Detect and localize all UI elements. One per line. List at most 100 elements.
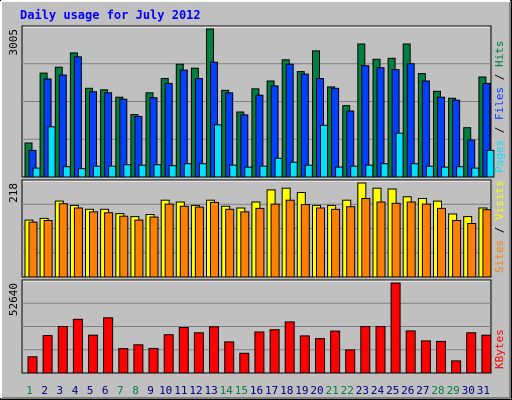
bar-kbytes-day-22 — [345, 349, 356, 374]
day-label: 5 — [87, 384, 94, 397]
bar-files-day-18 — [285, 63, 294, 178]
bar-pages-day-11 — [183, 163, 192, 178]
bar-pages-day-29 — [456, 166, 465, 178]
bar-pages-day-9 — [153, 164, 162, 178]
bar-kbytes-day-11 — [178, 327, 189, 374]
y-max-label: 3005 — [7, 29, 20, 56]
day-label: 2 — [41, 384, 48, 397]
day-label: 31 — [477, 384, 490, 397]
day-label: 23 — [356, 384, 369, 397]
bar-files-day-26 — [406, 63, 415, 178]
day-label: 29 — [447, 384, 460, 397]
bar-pages-day-12 — [198, 163, 207, 178]
day-label: 25 — [386, 384, 399, 397]
legend-separator: / — [493, 67, 506, 87]
bar-kbytes-day-27 — [420, 340, 431, 374]
bar-pages-day-27 — [425, 165, 434, 178]
bar-pages-day-20 — [320, 124, 328, 178]
day-label: 26 — [401, 384, 414, 397]
bar-sites-day-2 — [43, 220, 53, 278]
bar-kbytes-day-19 — [299, 335, 310, 374]
day-label: 1 — [26, 384, 33, 397]
bar-pages-day-19 — [304, 164, 313, 178]
bar-sites-day-21 — [331, 208, 341, 278]
bar-sites-day-23 — [361, 198, 371, 278]
bar-kbytes-day-14 — [224, 341, 235, 374]
bar-pages-day-16 — [259, 165, 268, 178]
bar-sites-day-3 — [58, 203, 68, 278]
day-label: 15 — [235, 384, 248, 397]
bar-pages-day-4 — [77, 168, 86, 178]
chart-panels: 3005 Pages / Files / Hits 218 Sites / Visit… — [7, 25, 506, 374]
bar-pages-day-25 — [395, 132, 404, 178]
bar-kbytes-day-12 — [193, 332, 204, 374]
bar-kbytes-day-4 — [72, 318, 83, 374]
day-label: 10 — [159, 384, 172, 397]
bar-kbytes-day-3 — [57, 326, 68, 374]
bar-sites-day-26 — [406, 201, 416, 278]
day-labels: 1 2 3 4 5 6 7 8 9 10 11 12 13 14 15 16 17 18 19 20 21 22 23 24 2… — [26, 384, 490, 397]
legend-separator: / — [493, 220, 506, 240]
bar-sites-day-10 — [164, 203, 174, 278]
legend-bottom: KBytes — [493, 329, 506, 369]
legend-item-kbytes: KBytes — [493, 329, 506, 369]
bar-kbytes-day-30 — [466, 332, 477, 374]
legend-item-sites: Sites — [493, 240, 506, 273]
chart-title: Daily usage for July 2012 — [20, 8, 201, 22]
bar-pages-day-15 — [244, 166, 253, 178]
bar-sites-day-18 — [285, 199, 295, 278]
bar-kbytes-day-1 — [27, 356, 38, 374]
bar-files-day-6 — [104, 92, 113, 178]
day-label: 24 — [371, 384, 385, 397]
day-label: 7 — [117, 384, 124, 397]
bar-sites-day-27 — [421, 203, 431, 278]
bar-sites-day-30 — [467, 223, 477, 278]
day-label: 9 — [147, 384, 154, 397]
bar-sites-day-5 — [89, 211, 98, 278]
bar-kbytes-day-25 — [390, 282, 401, 374]
bar-sites-day-29 — [452, 220, 462, 278]
bar-kbytes-day-23 — [360, 326, 371, 374]
day-label: 4 — [72, 384, 79, 397]
bar-pages-day-13 — [214, 124, 222, 178]
y-max-label: 52640 — [7, 283, 20, 316]
bar-sites-day-11 — [179, 205, 189, 278]
bar-pages-day-8 — [138, 164, 147, 178]
bar-pages-day-26 — [410, 163, 419, 178]
legend-top: Pages / Files / Hits — [493, 41, 506, 174]
day-label: 11 — [174, 384, 187, 397]
bar-sites-day-25 — [391, 202, 401, 278]
bar-files-day-27 — [421, 80, 430, 178]
bar-sites-day-24 — [376, 201, 386, 278]
bar-sites-day-22 — [346, 206, 356, 278]
bar-sites-day-6 — [104, 212, 114, 278]
bar-pages-day-22 — [350, 165, 359, 178]
day-label: 30 — [462, 384, 475, 397]
bar-sites-day-8 — [134, 219, 144, 278]
bar-kbytes-day-2 — [42, 335, 53, 374]
bar-kbytes-day-6 — [103, 317, 114, 374]
bar-pages-day-1 — [32, 167, 41, 178]
bar-files-day-19 — [300, 73, 309, 178]
day-label: 18 — [280, 384, 293, 397]
bar-pages-day-28 — [441, 166, 449, 178]
legend-item-hits: Hits — [493, 41, 506, 68]
day-label: 28 — [431, 384, 444, 397]
bar-files-day-11 — [179, 69, 188, 178]
bar-pages-day-21 — [335, 166, 344, 178]
bar-files-day-24 — [376, 67, 385, 178]
bar-files-day-29 — [452, 99, 461, 178]
day-label: 19 — [295, 384, 308, 397]
bar-sites-day-12 — [194, 206, 204, 278]
day-label: 17 — [265, 384, 278, 397]
bar-kbytes-day-29 — [451, 360, 462, 374]
bar-sites-day-31 — [482, 209, 492, 278]
day-label: 8 — [132, 384, 139, 397]
bar-kbytes-day-20 — [315, 338, 325, 374]
bar-sites-day-20 — [316, 207, 325, 278]
bar-pages-day-18 — [289, 161, 298, 178]
bar-pages-day-3 — [62, 166, 71, 178]
day-label: 12 — [189, 384, 202, 397]
day-label: 27 — [416, 384, 429, 397]
